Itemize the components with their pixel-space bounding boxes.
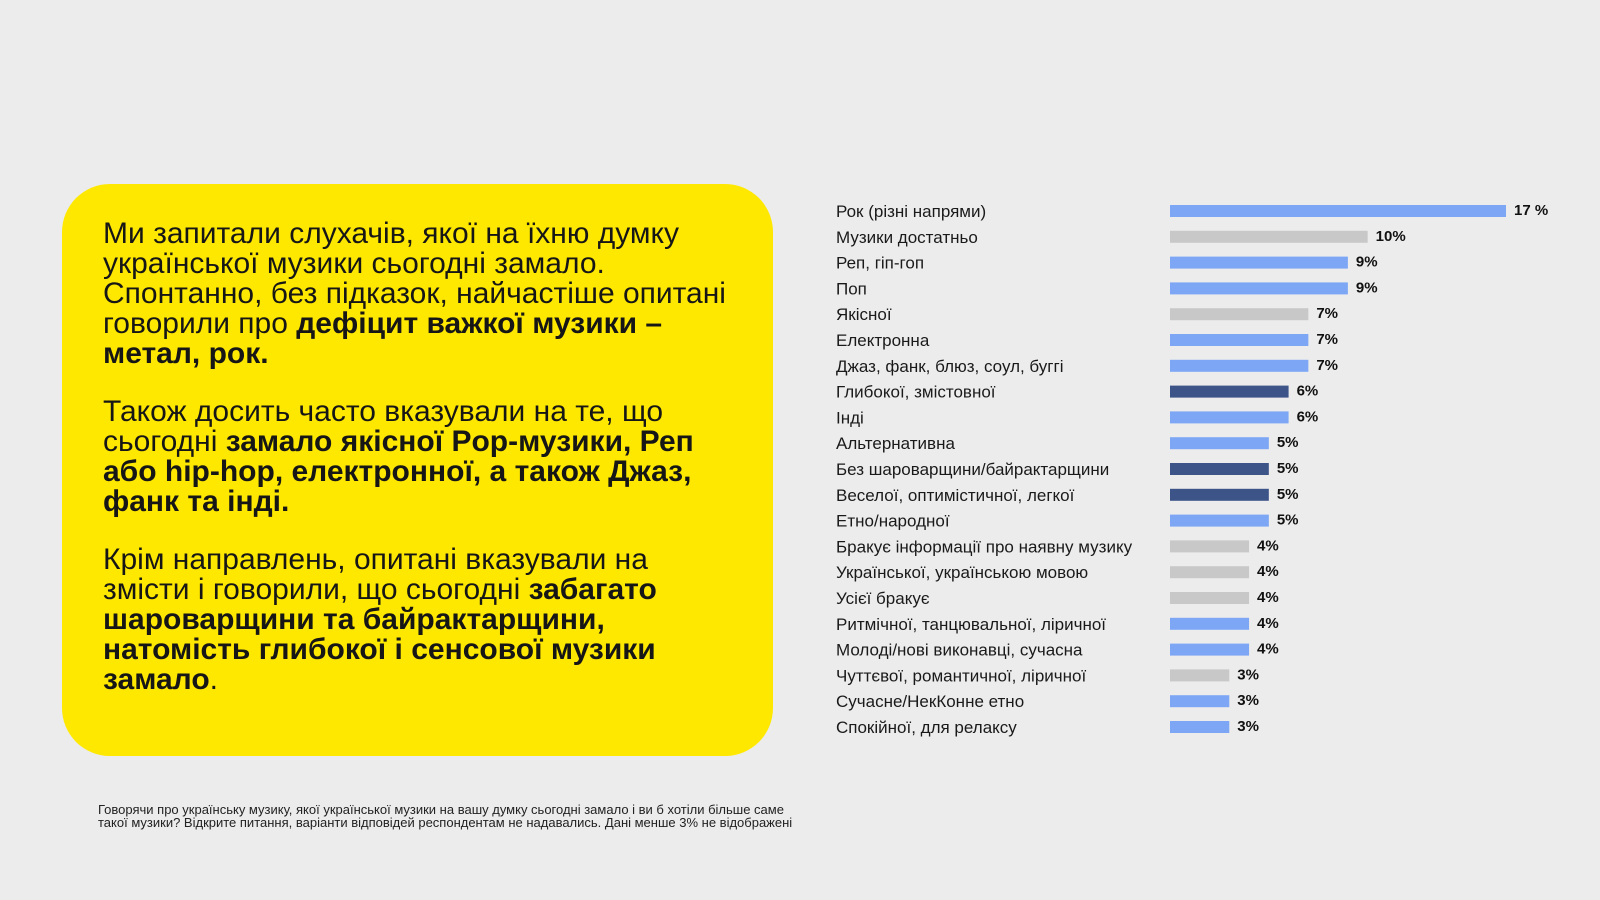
bar (1170, 592, 1250, 604)
bar (1170, 695, 1230, 708)
bar (1170, 230, 1368, 243)
bar (1170, 669, 1230, 682)
bar (1170, 617, 1250, 630)
category-label: Сучасне/НекКонне етно (836, 692, 1024, 711)
bar (1170, 256, 1348, 269)
value-label: 4% (1257, 641, 1279, 658)
summary-text: Ми запитали слухачів, якої на їхню думку… (103, 217, 726, 340)
value-label: 9% (1356, 279, 1378, 296)
footnote-line-1: Говорячи про українську музику, якої укр… (98, 802, 784, 817)
category-label: Без шароварщини/байрактарщини (836, 460, 1109, 479)
value-label: 3% (1237, 692, 1259, 709)
category-label: Електронна (836, 331, 930, 350)
summary-card: Ми запитали слухачів, якої на їхню думку… (62, 184, 773, 756)
summary-paragraph-1: Ми запитали слухачів, якої на їхню думку… (103, 219, 737, 369)
bar-chart: Рок (різні напрями) 17 % Музики достатньо 1… (836, 198, 1556, 738)
bar (1170, 359, 1309, 372)
value-label: 4% (1257, 563, 1279, 580)
summary-highlight: дефіцит важкої музики – метал, рок. (103, 307, 663, 370)
category-label: Чуттєвої, романтичної, ліричної (836, 666, 1086, 685)
value-label: 3% (1237, 666, 1259, 683)
value-label: 5% (1277, 486, 1299, 503)
category-label: Рок (різні напрями) (836, 202, 986, 221)
category-label: Бракує інформації про наявну музику (836, 537, 1133, 556)
category-label: Етно/народної (836, 512, 950, 531)
bar (1170, 514, 1269, 527)
category-label: Альтернативна (836, 434, 955, 453)
summary-highlight: замало якісної Pop-музики, Реп або hip-h… (103, 425, 694, 518)
value-label: 7% (1316, 305, 1338, 322)
category-label: Музики достатньо (836, 228, 978, 247)
value-label: 7% (1316, 331, 1338, 348)
category-label: Джаз, фанк, блюз, соул, буггі (836, 357, 1063, 376)
bar (1170, 463, 1269, 475)
category-label: Української, українською мовою (836, 563, 1088, 582)
summary-paragraph-2: Також досить часто вказували на те, що с… (103, 397, 737, 517)
bar (1170, 540, 1250, 553)
value-label: 7% (1316, 357, 1338, 374)
category-label: Якісної (836, 305, 892, 324)
value-label: 4% (1257, 537, 1279, 554)
category-label: Поп (836, 279, 867, 298)
summary-highlight: забагато шароварщини та байрактарщини, н… (103, 573, 657, 696)
summary-text: Крім направлень, опитані вказували на зм… (103, 543, 648, 606)
bar (1170, 437, 1269, 450)
category-label: Реп, гіп-гоп (836, 254, 924, 273)
value-label: 4% (1257, 589, 1279, 606)
footnote-line-2: такої музики? Відкрите питання, варіанти… (98, 815, 793, 830)
bar (1170, 488, 1269, 501)
bar (1170, 334, 1309, 346)
category-label: Глибокої, змістовної (836, 383, 996, 402)
value-label: 10% (1376, 228, 1406, 245)
bar (1170, 205, 1506, 217)
bar (1170, 385, 1289, 398)
category-label: Веселої, оптимістичної, легкої (836, 486, 1075, 505)
value-label: 6% (1297, 408, 1319, 425)
summary-text-tail: . (209, 663, 219, 696)
category-label: Спокійної, для релаксу (836, 718, 1017, 737)
value-label: 17 % (1514, 202, 1548, 219)
bar (1170, 643, 1250, 656)
summary-text: Також досить часто вказували на те, що с… (103, 395, 664, 458)
value-label: 5% (1277, 512, 1299, 529)
category-label: Усієї бракує (836, 589, 930, 608)
value-label: 5% (1277, 460, 1299, 477)
value-label: 3% (1237, 718, 1259, 735)
bar (1170, 566, 1250, 579)
bar (1170, 721, 1230, 733)
value-label: 9% (1356, 254, 1378, 271)
bar-chart-svg: Рок (різні напрями) 17 % Музики достатньо 1… (836, 202, 1548, 737)
value-label: 4% (1257, 615, 1279, 632)
bar (1170, 282, 1348, 295)
footnote: Говорячи про українську музику, якої укр… (98, 803, 998, 829)
category-label: Молоді/нові виконавці, сучасна (836, 641, 1083, 660)
summary-paragraph-3: Крім направлень, опитані вказували на зм… (103, 545, 737, 695)
bar (1170, 308, 1309, 321)
category-label: Інді (836, 408, 864, 427)
value-label: 6% (1297, 383, 1319, 400)
category-label: Ритмічної, танцювальної, ліричної (836, 615, 1106, 634)
bar (1170, 411, 1289, 424)
value-label: 5% (1277, 434, 1299, 451)
